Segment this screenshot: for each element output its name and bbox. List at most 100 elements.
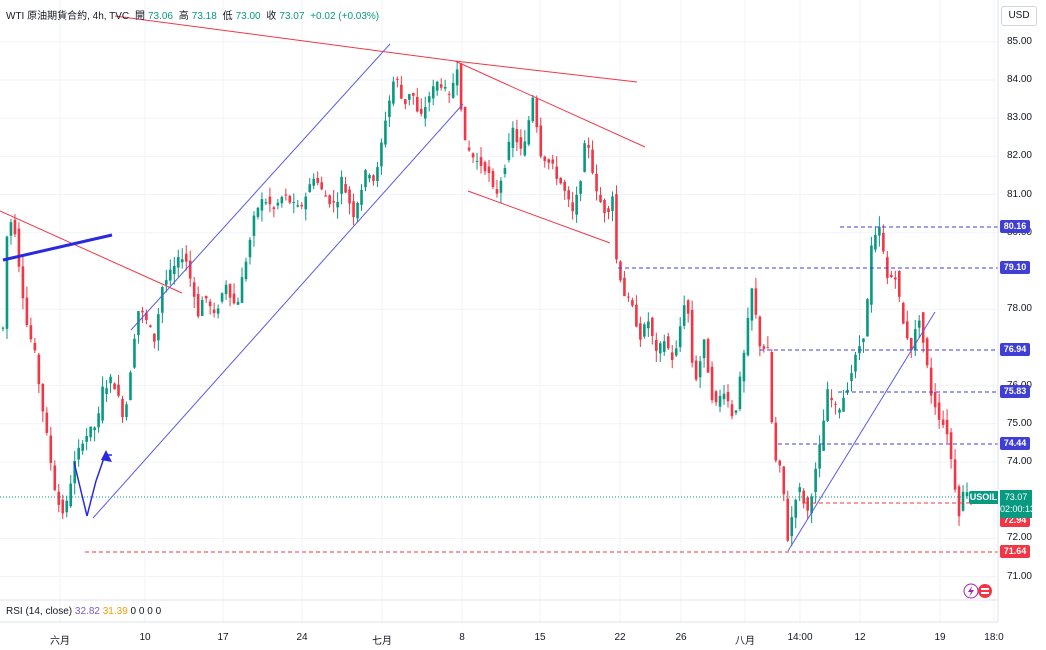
candle-body [475, 160, 479, 162]
candle-body [268, 196, 272, 205]
candle-body [447, 93, 451, 95]
candle-body [240, 277, 244, 303]
candle-body [905, 321, 909, 339]
candle-body [531, 97, 535, 122]
candle-body [658, 343, 662, 354]
candle-body [742, 352, 746, 382]
candle-body [694, 360, 698, 380]
candle-body [419, 108, 423, 114]
candle-body [806, 497, 809, 511]
candle-body [200, 300, 204, 316]
candle-body [563, 181, 566, 191]
candle-body [328, 195, 331, 205]
candle-body [655, 339, 658, 351]
candle-body [917, 320, 921, 328]
candle-body [41, 383, 45, 412]
candle-body [842, 397, 845, 412]
candle-body [830, 397, 833, 401]
candle-body [37, 354, 41, 385]
candle-body [866, 299, 869, 337]
high-label: 高 [178, 11, 189, 22]
candle-body [89, 426, 92, 438]
candle-body [208, 301, 212, 307]
candle-body [372, 175, 375, 181]
candle-body [802, 490, 805, 504]
candle-body [686, 300, 690, 314]
time-tick-label: 22 [614, 632, 626, 643]
candle-body [49, 435, 53, 463]
candle-body [467, 147, 471, 151]
price-tick-label: 85.00 [1006, 35, 1032, 47]
candle-body [479, 157, 483, 166]
symbol-header: WTI 原油期貨合約, 4h, TVC 開 73.06 高 73.18 低 73.00… [6, 7, 382, 22]
candle-body [101, 386, 104, 421]
rsi-legend: RSI (14, close) 32.82 31.39 0 0 0 0 [6, 606, 161, 617]
candle-body [722, 393, 726, 400]
candle-body [782, 466, 786, 495]
time-tick-label: 8 [459, 632, 465, 643]
candle-body [495, 189, 499, 194]
candle-body [324, 195, 327, 197]
candle-body [332, 200, 335, 203]
rsi-value: 32.82 [74, 606, 100, 617]
candle-body [196, 294, 200, 317]
candle-body [392, 81, 395, 104]
candle-body [316, 177, 319, 183]
candle-body [13, 219, 17, 235]
candle-body [45, 412, 49, 433]
symbol-title: WTI 原油期貨合約, 4h, TVC [6, 11, 130, 22]
price-tick-label: 71.00 [1006, 570, 1032, 582]
candle-body [113, 383, 116, 390]
candle-body [662, 341, 666, 352]
candle-body [352, 201, 355, 218]
candle-body [647, 321, 650, 329]
candle-body [336, 201, 339, 208]
candle-body [431, 86, 435, 99]
candle-body [308, 184, 312, 193]
lightning-icon[interactable] [963, 583, 979, 599]
time-tick-label: 六月 [50, 636, 70, 647]
candle-body [698, 361, 702, 378]
candle-body [487, 166, 491, 174]
candle-body [551, 159, 555, 164]
candle-body [380, 142, 383, 167]
currency-button[interactable]: USD [1001, 6, 1037, 26]
price-tick-label: 72.00 [1006, 532, 1032, 544]
candle-body [204, 295, 208, 299]
calendar-flag-icon[interactable] [978, 584, 992, 598]
candle-body [746, 317, 750, 356]
candle-body [850, 373, 853, 382]
candle-body [57, 491, 61, 505]
candle-body [244, 261, 248, 280]
candle-body [670, 352, 674, 361]
candle-body [706, 339, 710, 373]
candle-body [854, 354, 857, 372]
time-tick-label: 19 [934, 632, 946, 643]
candle-body [599, 194, 602, 202]
candle-body [894, 277, 897, 280]
candle-body [5, 236, 9, 329]
candle-body [929, 367, 933, 396]
candle-body [583, 143, 586, 172]
trendline-red [454, 60, 638, 83]
rsi-extra: 0 [138, 606, 145, 617]
candle-body [9, 222, 13, 236]
candle-body [364, 170, 367, 188]
candle-body [901, 302, 905, 324]
candle-body [161, 287, 164, 313]
candle-body [957, 486, 961, 517]
price-level-tag: 76.94 [1000, 343, 1030, 356]
trendline-red [114, 15, 456, 62]
candle-body [21, 266, 25, 299]
candle-body [965, 492, 969, 497]
candle-body [157, 314, 160, 341]
candle-body [320, 182, 323, 190]
candle-body [710, 366, 714, 401]
candle-body [236, 301, 240, 305]
candle-body [260, 199, 264, 211]
candle-body [519, 137, 523, 149]
candle-body [953, 459, 957, 490]
candle-body [29, 325, 33, 340]
candle-body [786, 498, 790, 541]
